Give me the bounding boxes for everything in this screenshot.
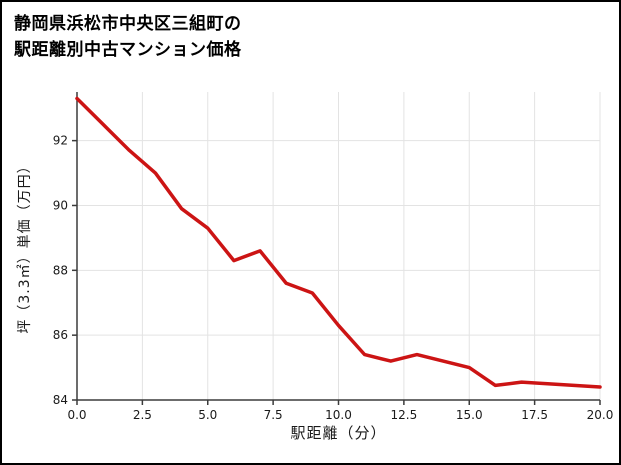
chart-title: 静岡県浜松市中央区三組町の 駅距離別中古マンション価格 xyxy=(14,12,242,63)
x-tick-label: 2.5 xyxy=(133,408,152,422)
x-tick-label: 12.5 xyxy=(391,408,418,422)
x-tick-label: 15.0 xyxy=(456,408,483,422)
x-tick-label: 0.0 xyxy=(67,408,86,422)
y-tick-label: 90 xyxy=(53,198,68,212)
y-tick-label: 88 xyxy=(53,263,68,277)
y-tick-label: 86 xyxy=(53,328,68,342)
x-tick-label: 17.5 xyxy=(521,408,548,422)
y-tick-label: 84 xyxy=(53,393,68,407)
price-line-series xyxy=(75,96,602,389)
x-tick-label: 10.0 xyxy=(325,408,352,422)
chart-title-line1: 静岡県浜松市中央区三組町の xyxy=(14,14,242,34)
chart-title-line2: 駅距離別中古マンション価格 xyxy=(14,39,242,60)
x-tick-label: 5.0 xyxy=(198,408,217,422)
x-tick-label: 20.0 xyxy=(587,408,614,422)
y-tick-label: 92 xyxy=(53,134,68,148)
x-tick-label: 7.5 xyxy=(264,408,283,422)
price-line-chart: 0.0 2.5 5.0 7.5 10.0 12.5 15.0 17.5 20.0 84 86 88 90… xyxy=(53,92,614,422)
x-axis-label: 駅距離（分） xyxy=(290,424,387,442)
